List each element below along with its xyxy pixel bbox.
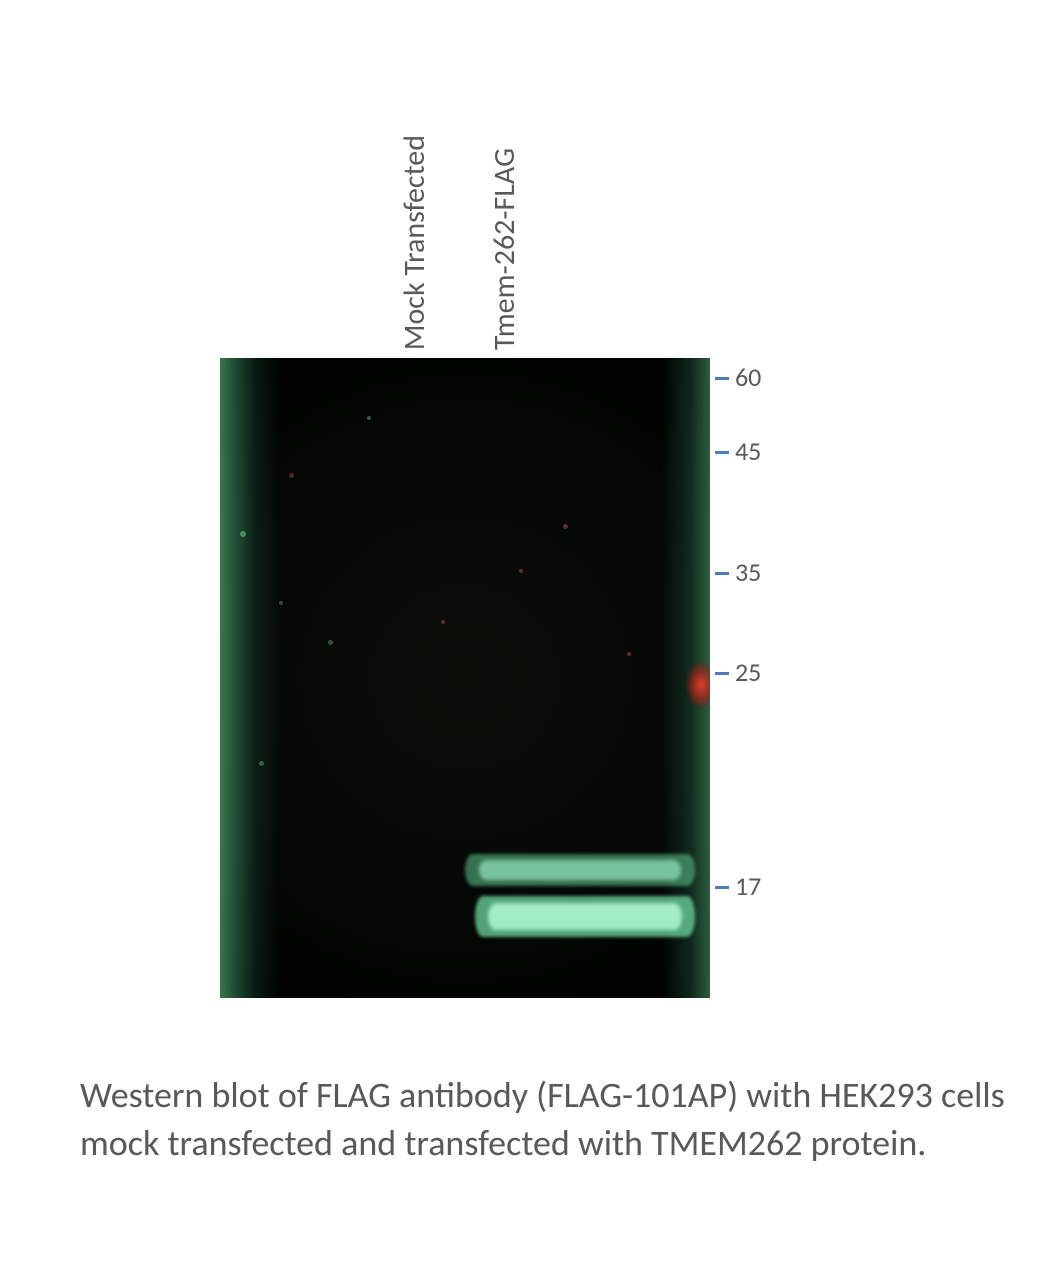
mw-label: 17	[735, 870, 761, 902]
lane-label-mock: Mock Transfected	[400, 135, 430, 350]
blot-band	[465, 854, 695, 886]
speckle-dot	[367, 416, 371, 420]
mw-label: 60	[735, 361, 761, 393]
speckle-dot	[519, 569, 523, 573]
mw-tick	[715, 886, 729, 889]
lane-label-tmem262: Tmem-262-FLAG	[490, 148, 520, 350]
lane-labels: Mock Transfected Tmem-262-FLAG	[40, 10, 1020, 350]
figure-caption: Western blot of FLAG antibody (FLAG-101A…	[80, 1072, 1010, 1167]
edge-glow-left-icon	[220, 358, 280, 998]
red-artifact-icon	[686, 662, 710, 708]
mw-label: 45	[735, 435, 761, 467]
speckle-dot	[279, 601, 283, 605]
mw-label: 35	[735, 556, 761, 588]
blot-band	[475, 896, 696, 938]
molecular-weight-markers: 60 45 35 25 17	[715, 358, 795, 998]
speckle-dot	[563, 524, 568, 529]
speckle-dot	[240, 531, 246, 537]
mw-tick	[715, 572, 729, 575]
mw-tick	[715, 451, 729, 454]
speckle-dot	[328, 640, 333, 645]
mw-tick	[715, 377, 729, 380]
blot-background	[220, 358, 710, 998]
speckle-dot	[627, 652, 631, 656]
mw-tick	[715, 672, 729, 675]
blot-band-core	[488, 903, 682, 930]
speckle-dot	[441, 620, 445, 624]
mw-label: 25	[735, 656, 761, 688]
speckle-dot	[289, 473, 294, 478]
blot-membrane	[220, 358, 710, 998]
blot-band-core	[479, 860, 682, 880]
